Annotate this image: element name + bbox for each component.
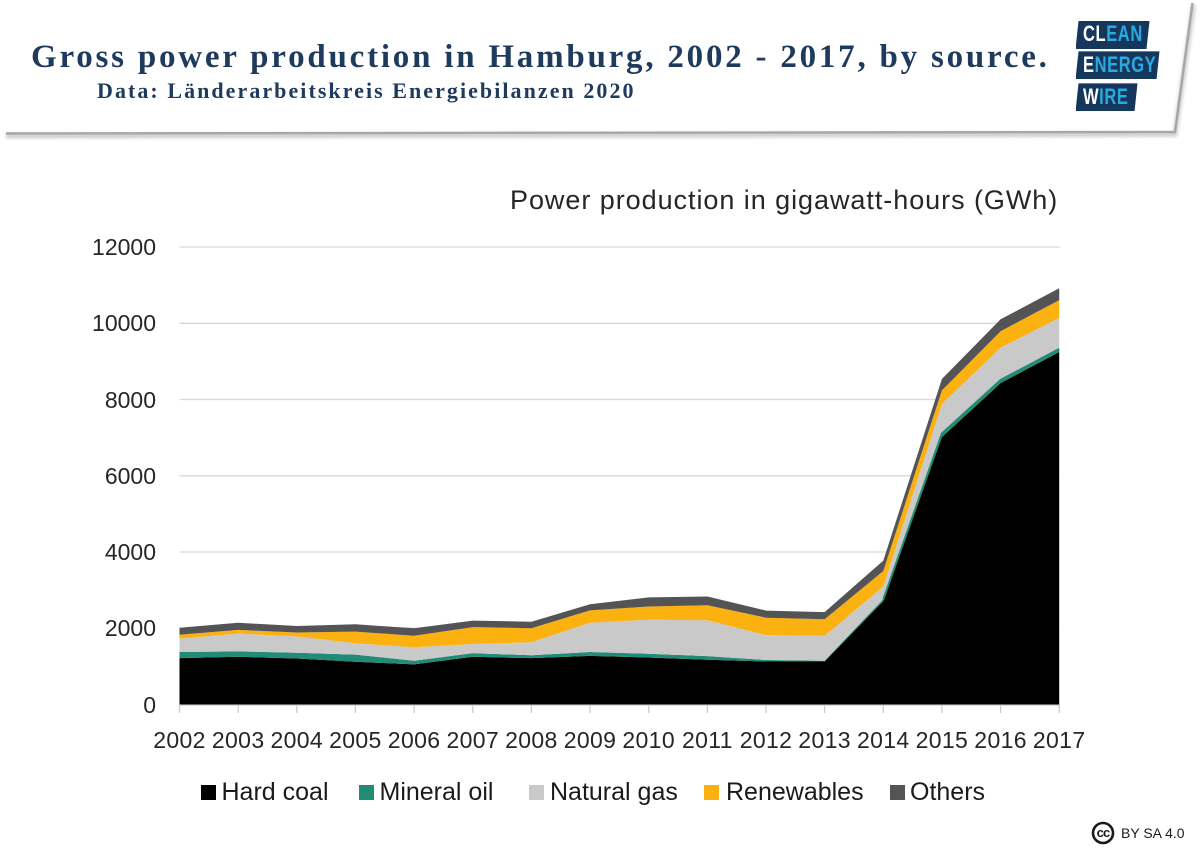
svg-text:cc: cc	[1097, 825, 1110, 840]
svg-text:BY SA 4.0: BY SA 4.0	[1121, 825, 1185, 841]
